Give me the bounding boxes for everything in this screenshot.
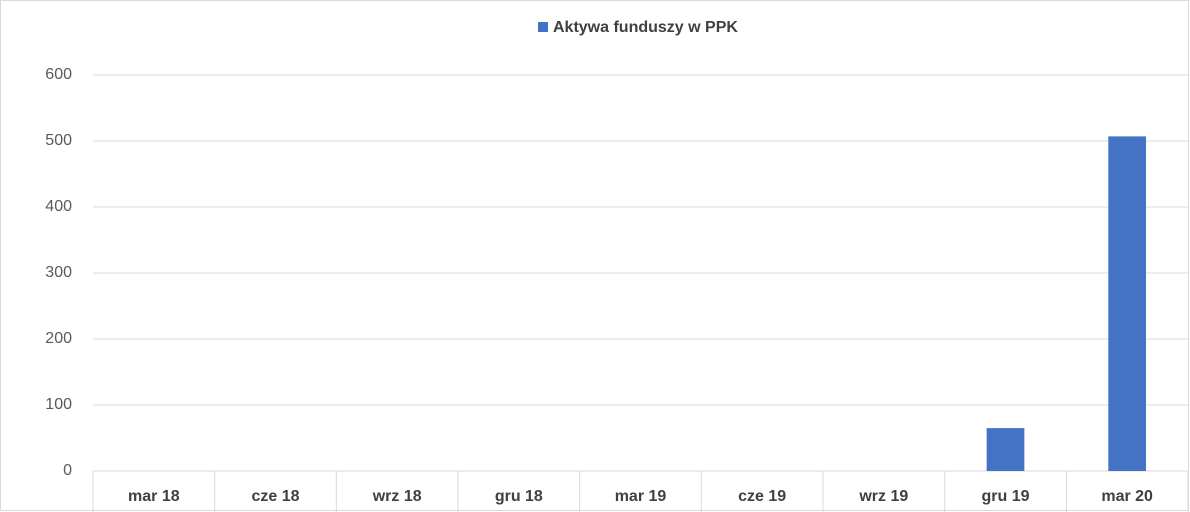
x-tick-label: mar 18 xyxy=(128,488,180,505)
x-tick-label: mar 19 xyxy=(615,488,667,505)
bar xyxy=(986,428,1025,471)
y-tick-label: 300 xyxy=(45,264,72,281)
legend-swatch xyxy=(538,22,548,32)
y-tick-label: 100 xyxy=(45,396,72,413)
bar xyxy=(1108,136,1147,471)
y-tick-label: 500 xyxy=(45,132,72,149)
y-tick-label: 200 xyxy=(45,330,72,347)
x-tick-label: cze 18 xyxy=(251,488,299,505)
x-tick-label: mar 20 xyxy=(1101,488,1153,505)
y-tick-label: 600 xyxy=(45,66,72,83)
x-tick-label: gru 19 xyxy=(981,488,1029,505)
y-tick-label: 0 xyxy=(63,462,72,479)
x-tick-label: wrz 19 xyxy=(858,488,908,505)
y-tick-label: 400 xyxy=(45,198,72,215)
x-tick-label: wrz 18 xyxy=(372,488,422,505)
x-tick-label: cze 19 xyxy=(738,488,786,505)
legend-label: Aktywa funduszy w PPK xyxy=(553,19,738,36)
x-tick-label: gru 18 xyxy=(495,488,543,505)
